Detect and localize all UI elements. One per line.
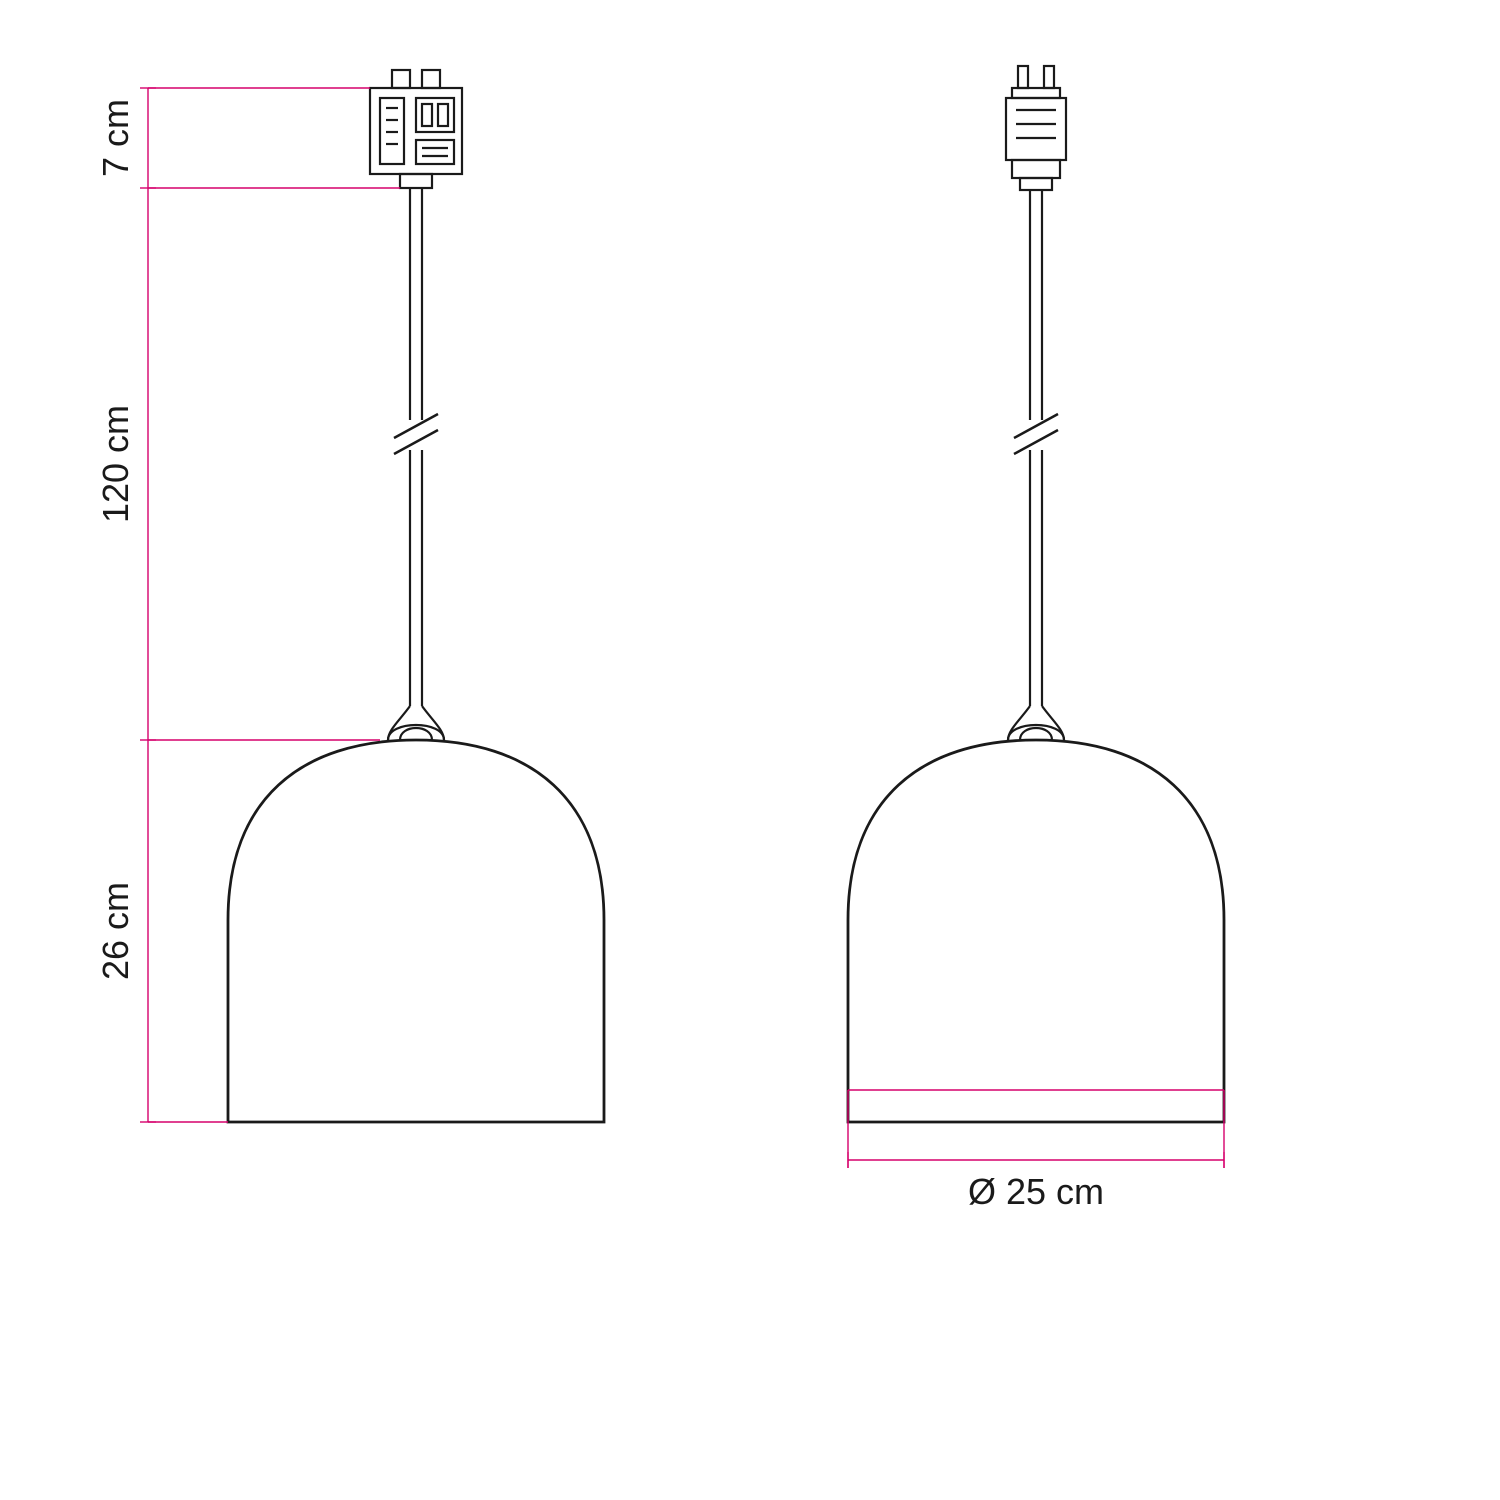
bell-shade-right — [848, 740, 1224, 1122]
cord-break-icon — [1014, 414, 1058, 454]
right-lamp-view: Ø 25 cm — [848, 66, 1224, 1212]
left-lamp-view: 7 cm 120 cm 26 cm — [95, 70, 604, 1122]
dim-diameter: Ø 25 cm — [968, 1171, 1104, 1212]
dim-shade-height: 26 cm — [95, 882, 136, 980]
track-connector-side — [1006, 66, 1066, 190]
dim-cord-length: 120 cm — [95, 405, 136, 523]
cord-left — [388, 188, 444, 740]
cord-right — [1008, 190, 1064, 740]
cord-break-icon — [394, 414, 438, 454]
technical-drawing: 7 cm 120 cm 26 cm — [0, 0, 1500, 1500]
bell-shade-left — [228, 740, 604, 1122]
track-connector-front — [370, 70, 462, 188]
dim-connector-height: 7 cm — [95, 99, 136, 177]
